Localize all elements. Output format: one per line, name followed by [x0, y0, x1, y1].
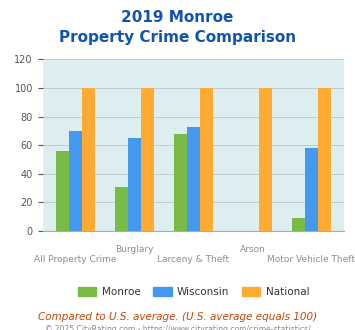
Text: Larceny & Theft: Larceny & Theft: [157, 255, 230, 264]
Text: Property Crime Comparison: Property Crime Comparison: [59, 30, 296, 45]
Bar: [318, 88, 331, 231]
Text: Arson: Arson: [240, 245, 265, 254]
Bar: [82, 88, 95, 231]
Legend: Monroe, Wisconsin, National: Monroe, Wisconsin, National: [73, 283, 313, 301]
Bar: [174, 134, 187, 231]
Text: Burglary: Burglary: [115, 245, 154, 254]
Text: © 2025 CityRating.com - https://www.cityrating.com/crime-statistics/: © 2025 CityRating.com - https://www.city…: [45, 325, 310, 330]
Bar: [292, 218, 305, 231]
Text: Compared to U.S. average. (U.S. average equals 100): Compared to U.S. average. (U.S. average …: [38, 312, 317, 322]
Bar: [305, 148, 318, 231]
Bar: [187, 127, 200, 231]
Text: 2019 Monroe: 2019 Monroe: [121, 10, 234, 25]
Bar: [128, 138, 141, 231]
Bar: [259, 88, 272, 231]
Text: All Property Crime: All Property Crime: [34, 255, 117, 264]
Bar: [200, 88, 213, 231]
Bar: [141, 88, 154, 231]
Bar: [56, 151, 69, 231]
Text: Motor Vehicle Theft: Motor Vehicle Theft: [267, 255, 355, 264]
Bar: [69, 131, 82, 231]
Bar: [115, 187, 128, 231]
